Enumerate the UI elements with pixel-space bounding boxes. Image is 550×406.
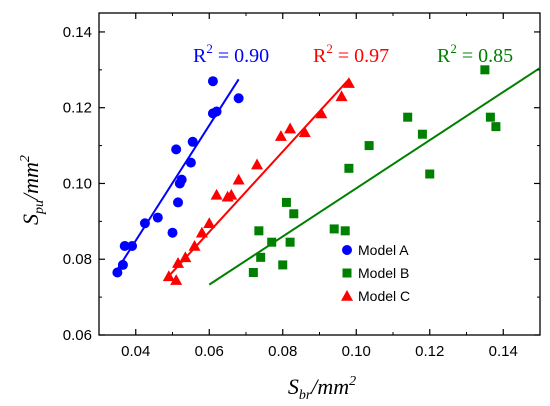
model-b-point <box>403 112 413 122</box>
y-tick-label: 0.08 <box>63 251 92 268</box>
model-c-point <box>335 90 348 102</box>
model-b-point <box>480 65 490 75</box>
model-a-point <box>167 227 178 238</box>
model-b-point <box>344 163 354 173</box>
model-b-point <box>417 129 427 139</box>
model-c-point <box>172 257 185 268</box>
model-b-point <box>289 209 299 219</box>
model-a-point <box>185 157 196 168</box>
model-c-point <box>162 270 175 282</box>
legend-model-b-label: Model B <box>358 265 409 281</box>
model-b-point <box>267 237 277 247</box>
model-c-point <box>179 251 192 263</box>
r2-labels: R2 = 0.90 R2 = 0.85 R2 = 0.97 <box>193 41 513 67</box>
model-b-point <box>491 122 501 132</box>
model-b-point <box>248 267 258 277</box>
fit-lines <box>112 67 541 286</box>
y-tick-label: 0.06 <box>63 327 92 344</box>
model-a-point <box>187 136 198 147</box>
axis-ticks: 0.04 0.06 0.08 0.10 0.12 0.14 0.06 0.08 0.10 0.12… <box>63 13 541 360</box>
model-a-point <box>176 174 187 185</box>
model-c-point <box>225 188 238 200</box>
model-a-point <box>211 106 222 117</box>
model-a-point <box>171 144 182 155</box>
x-axis-title-base: S <box>288 374 299 399</box>
model-c-point <box>232 173 245 185</box>
y-axis-title-unit: /mm <box>18 162 43 202</box>
x-axis-title-sub: br <box>299 388 312 403</box>
y-axis-title-sup: 2 <box>18 155 33 162</box>
y-tick-label: 0.10 <box>63 175 92 192</box>
x-axis-title: Sbr/mm2 <box>288 374 356 403</box>
model-a-point <box>117 259 128 270</box>
model-a-point <box>119 240 130 251</box>
legend-model-a-marker <box>342 245 352 255</box>
x-axis-title-sup: 2 <box>349 374 356 389</box>
legend-model-a-label: Model A <box>358 242 409 258</box>
model-c-point <box>315 107 328 119</box>
model-b-point <box>329 224 339 234</box>
y-axis-title-base: S <box>18 214 43 225</box>
model-a-point <box>173 197 184 208</box>
model-b-point <box>425 169 435 179</box>
x-tick-label: 0.08 <box>268 343 297 360</box>
model-c-r2-label: R2 = 0.97 <box>313 41 389 67</box>
model-c-point <box>274 130 287 141</box>
y-axis-title: Spu/mm2 <box>18 155 47 225</box>
model-b-point <box>256 252 266 262</box>
x-axis-title-unit: /mm <box>309 374 349 399</box>
model-b-point <box>254 226 264 236</box>
x-tick-label: 0.14 <box>489 343 518 360</box>
model-c-point <box>342 77 355 88</box>
model-c-point <box>203 217 216 229</box>
model-a-point <box>139 218 150 229</box>
model-a-point <box>112 267 123 278</box>
model-a-point <box>207 76 218 87</box>
model-c-point <box>251 158 264 170</box>
model-a-point <box>152 212 163 223</box>
model-a-point <box>233 93 244 104</box>
x-tick-label: 0.04 <box>121 343 150 360</box>
x-tick-label: 0.10 <box>342 343 371 360</box>
model-b-point <box>340 226 350 236</box>
model-c-point <box>188 239 201 251</box>
model-b-point <box>364 141 374 151</box>
model-c-point <box>210 188 223 200</box>
model-b-point <box>285 237 295 247</box>
x-tick-label: 0.06 <box>195 343 224 360</box>
model-b-r2-label: R2 = 0.85 <box>437 41 513 67</box>
y-tick-label: 0.14 <box>63 24 92 41</box>
x-tick-label: 0.12 <box>415 343 444 360</box>
model-b-point <box>281 197 291 207</box>
legend-model-c-marker <box>341 290 353 301</box>
legend-model-b-marker <box>342 268 352 278</box>
model-c-point <box>284 122 297 134</box>
model-c-point <box>298 126 311 138</box>
model-b-point <box>485 112 495 122</box>
data-markers <box>112 65 501 285</box>
legend: Model A Model B Model C <box>341 242 410 304</box>
model-b-point <box>278 260 288 270</box>
model-c-point <box>195 226 208 238</box>
y-tick-label: 0.12 <box>63 100 92 117</box>
model-c-point <box>170 274 183 285</box>
model-a-r2-label: R2 = 0.90 <box>193 41 269 67</box>
model-b-fit-line <box>208 67 541 286</box>
y-axis-title-sub: pu <box>32 200 47 215</box>
model-a-point <box>127 240 138 251</box>
legend-model-c-label: Model C <box>358 288 410 304</box>
